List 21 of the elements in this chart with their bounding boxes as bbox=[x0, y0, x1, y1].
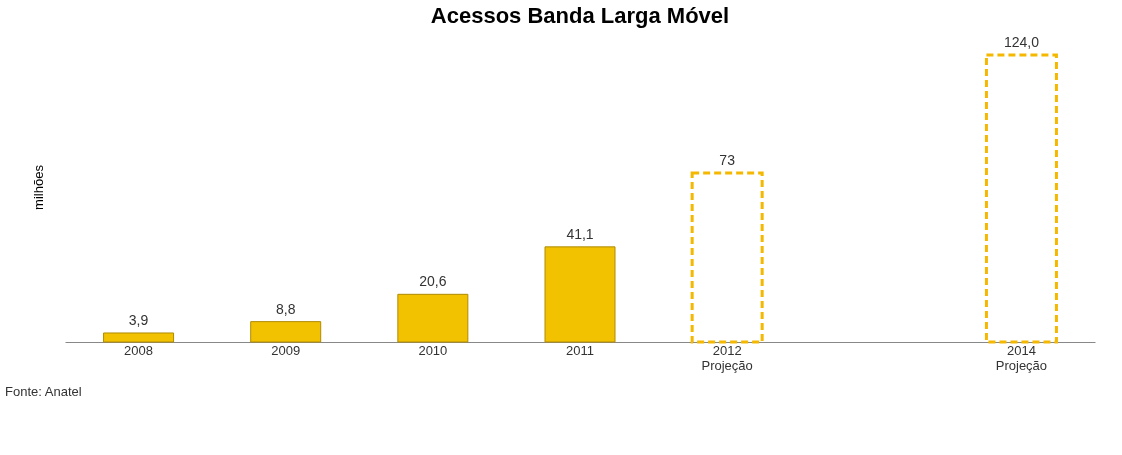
data-label: 3,9 bbox=[128, 311, 149, 328]
x-tick-label: 2010 bbox=[418, 342, 448, 358]
source-note: Fonte: Anatel bbox=[5, 384, 82, 399]
chart-title: Acessos Banda Larga Móvel bbox=[430, 3, 730, 28]
bar bbox=[250, 321, 322, 343]
data-label: 73 bbox=[719, 152, 736, 169]
x-tick-label: 2012 Projeção bbox=[701, 342, 753, 373]
bar bbox=[103, 332, 175, 343]
bar bbox=[690, 171, 764, 344]
bar bbox=[397, 293, 469, 343]
bar bbox=[544, 246, 616, 343]
bar bbox=[984, 53, 1058, 344]
data-label: 41,1 bbox=[566, 225, 594, 242]
data-label: 20,6 bbox=[419, 273, 447, 290]
x-tick-label: 2008 bbox=[124, 342, 154, 358]
x-tick-label: 2009 bbox=[271, 342, 301, 358]
y-axis-title: milhões bbox=[30, 164, 46, 210]
x-tick-label: 2011 bbox=[566, 342, 594, 358]
data-label: 124,0 bbox=[1003, 33, 1040, 50]
data-label: 8,8 bbox=[275, 300, 296, 317]
x-tick-label: 2014 Projeção bbox=[995, 342, 1048, 373]
